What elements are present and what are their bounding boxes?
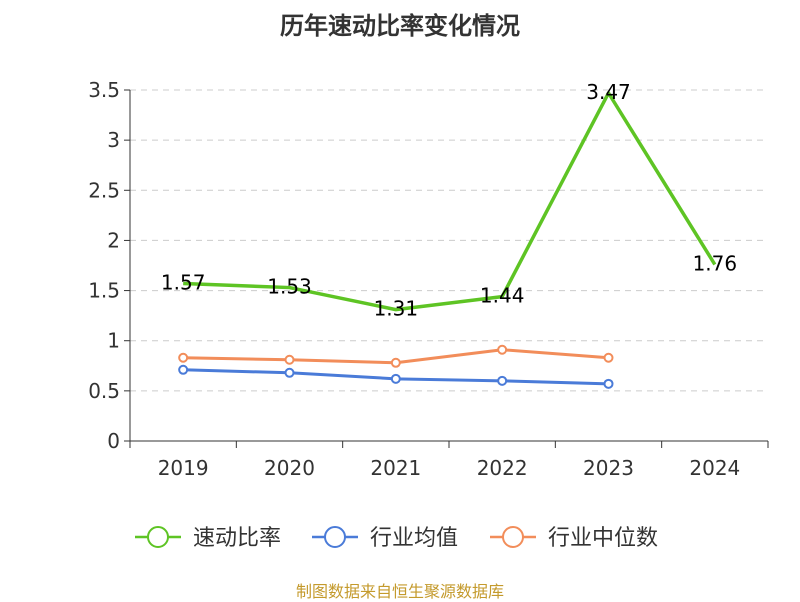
legend-swatch-marker [324, 526, 346, 548]
chart-title: 历年速动比率变化情况 [280, 12, 520, 40]
legend-swatch-marker [147, 526, 169, 548]
legend-label: 速动比率 [193, 526, 281, 551]
legend-label: 行业均值 [370, 526, 458, 551]
data-point [603, 378, 614, 389]
y-tick-label: 3 [107, 128, 120, 152]
y-tick-label: 1.5 [88, 279, 120, 303]
x-tick-label: 2023 [583, 456, 634, 480]
legend-swatch-marker [502, 526, 524, 548]
data-label: 1.31 [374, 297, 419, 321]
y-tick-label: 3.5 [88, 78, 120, 102]
x-tick-label: 2020 [264, 456, 315, 480]
y-tick-label: 0 [107, 429, 120, 453]
y-tick-label: 1 [107, 329, 120, 353]
y-tick-label: 2 [107, 228, 120, 252]
x-tick-label: 2024 [689, 456, 740, 480]
data-point [390, 357, 401, 368]
data-label: 3.47 [586, 80, 631, 104]
x-tick-label: 2021 [370, 456, 421, 480]
data-point [284, 354, 295, 365]
data-label: 1.53 [267, 275, 312, 299]
data-point [284, 367, 295, 378]
data-point [390, 373, 401, 384]
x-tick-label: 2022 [477, 456, 528, 480]
series-line [183, 91, 717, 312]
data-point [178, 352, 189, 363]
data-label: 1.76 [693, 251, 738, 275]
x-tick-label: 2019 [158, 456, 209, 480]
data-point [603, 352, 614, 363]
y-tick-label: 0.5 [88, 379, 120, 403]
data-label: 1.44 [480, 284, 525, 308]
source-note: 制图数据来自恒生聚源数据库 [295, 582, 504, 601]
data-label: 1.57 [161, 271, 206, 295]
data-point [497, 344, 508, 355]
data-point [178, 364, 189, 375]
legend-label: 行业中位数 [548, 526, 658, 551]
data-point [497, 375, 508, 386]
y-tick-label: 2.5 [88, 178, 120, 202]
